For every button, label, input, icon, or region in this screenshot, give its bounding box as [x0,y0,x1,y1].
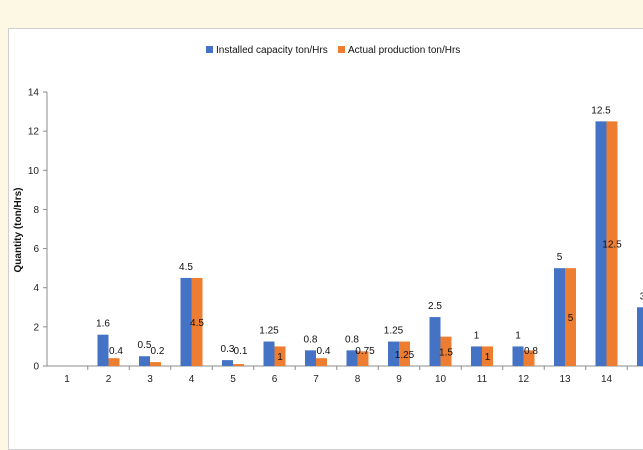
bar-installed [139,356,150,366]
legend-swatch-installed [206,46,213,53]
data-label-actual: 0.1 [234,346,248,357]
data-label-installed: 5 [557,252,563,263]
data-label-installed: 12.5 [591,105,611,116]
x-tick-label: 8 [355,374,361,385]
bar-actual [233,364,244,366]
y-tick-label: 14 [28,88,40,99]
bar-installed [430,317,441,366]
y-tick-label: 4 [33,283,39,294]
x-tick-label: 6 [272,374,278,385]
data-label-actual: 1.25 [395,350,415,361]
x-tick-label: 13 [559,374,571,385]
data-label-installed: 1.25 [259,326,279,337]
data-label-installed: 1 [515,330,521,341]
data-label-actual: 1.5 [439,347,453,358]
bar-actual [109,358,120,366]
y-tick-label: 10 [28,166,40,177]
data-label-actual: 4.5 [190,318,204,329]
legend-label-actual: Actual production ton/Hrs [348,45,460,56]
data-label-actual: 0.4 [109,346,123,357]
x-tick-label: 12 [518,374,530,385]
y-tick-label: 6 [33,244,39,255]
data-label-actual: 0.2 [151,346,165,357]
data-label-installed: 1 [474,330,480,341]
legend-swatch-actual [338,46,345,53]
y-tick-label: 2 [33,322,39,333]
data-label-actual: 0.4 [317,346,331,357]
bar-actual [150,362,161,366]
axes: 02468101214123456789101112131415 [28,88,643,386]
x-tick-label: 3 [147,374,153,385]
y-tick-label: 8 [33,205,39,216]
x-tick-label: 4 [189,374,195,385]
bar-actual [316,358,327,366]
bar-installed [554,268,565,366]
x-tick-label: 11 [477,374,488,385]
x-tick-label: 14 [601,374,613,385]
x-tick-label: 2 [106,374,112,385]
bar-chart: Installed capacity ton/Hrs Actual produc… [0,0,643,427]
legend: Installed capacity ton/Hrs Actual produc… [206,45,460,56]
bar-installed [305,350,316,366]
data-label-installed: 0.8 [345,334,359,345]
x-tick-label: 5 [230,374,236,385]
data-label-actual: 1 [485,352,491,363]
data-label-actual: 0.75 [355,346,375,357]
bar-installed [264,342,275,366]
bars [98,121,643,366]
data-label-actual: 5 [568,313,574,324]
y-axis-label: Quantity (ton/Hrs) [13,188,24,273]
data-label-actual: 12.5 [602,240,622,251]
legend-label-installed: Installed capacity ton/Hrs [216,45,328,56]
data-label-actual: 0.8 [524,346,538,357]
data-label-installed: 1.6 [96,319,110,330]
data-label-installed: 1.25 [384,326,404,337]
data-label-installed: 4.5 [179,262,193,273]
data-label-installed: 0.8 [304,334,318,345]
y-tick-label: 0 [33,362,39,373]
bar-installed [637,307,643,366]
bar-installed [222,360,233,366]
x-tick-label: 9 [396,374,402,385]
data-label-installed: 2.5 [428,301,442,312]
x-tick-label: 10 [435,374,447,385]
bar-installed [471,346,482,366]
x-tick-label: 7 [313,374,319,385]
data-label-actual: 1 [277,352,283,363]
bar-installed [513,346,524,366]
x-tick-label: 1 [64,374,70,385]
bar-installed [98,335,109,366]
y-tick-label: 12 [28,127,40,138]
